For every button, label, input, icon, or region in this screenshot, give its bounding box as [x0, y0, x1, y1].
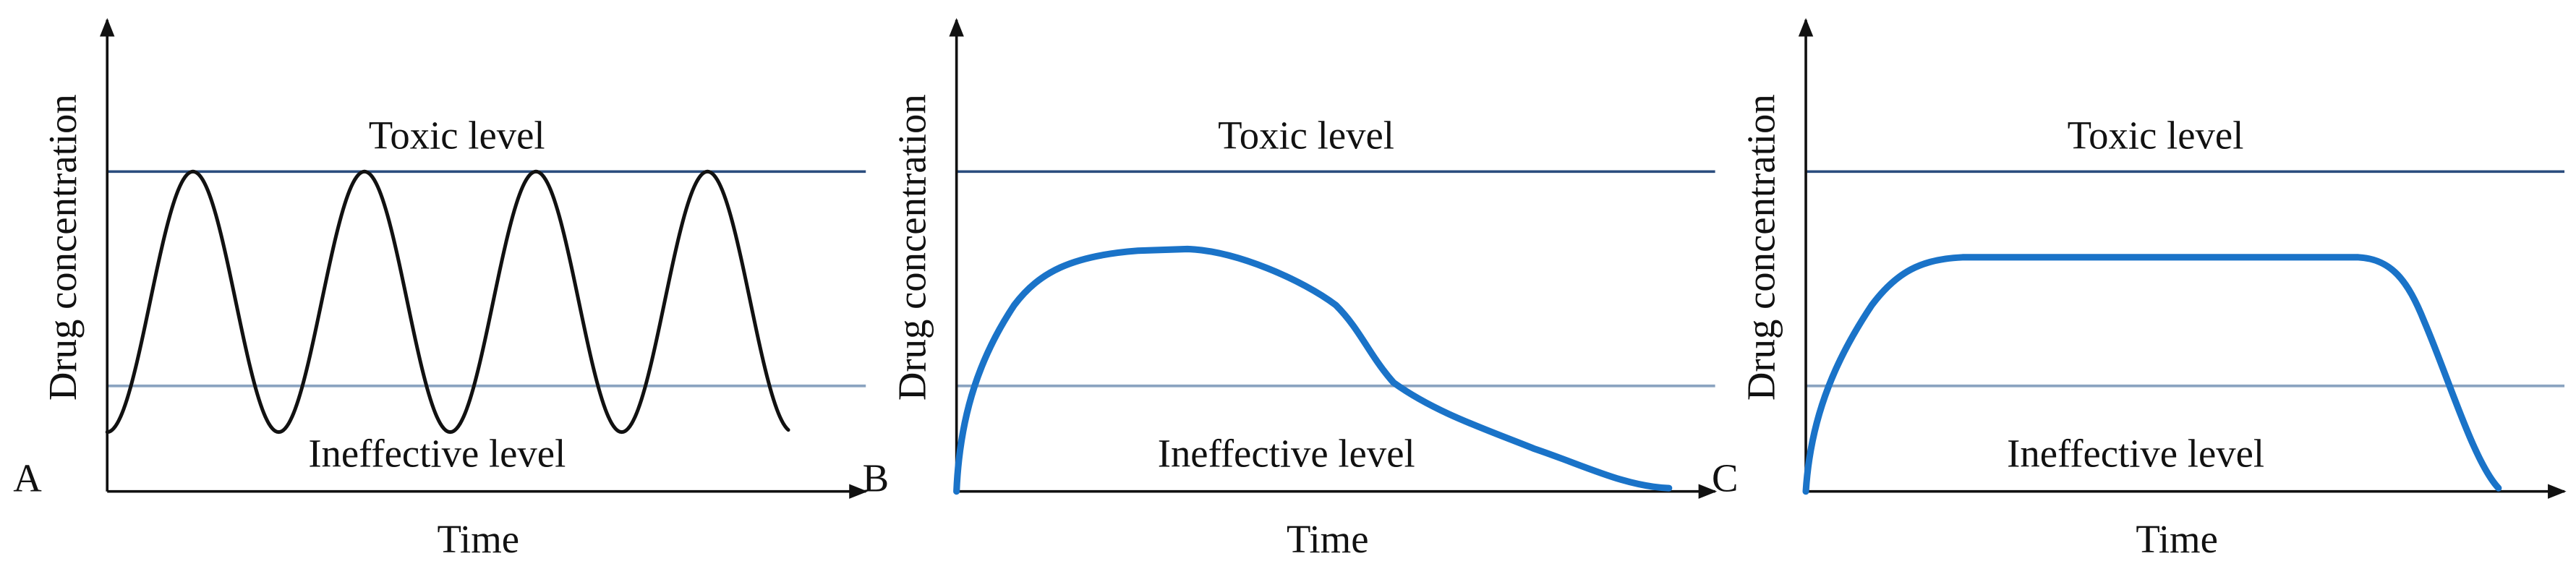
- panel-letter: A: [13, 456, 42, 500]
- curve-group: [953, 245, 1673, 495]
- x-axis-label: Time: [438, 517, 520, 561]
- toxic-label: Toxic level: [369, 113, 545, 157]
- curve-group: [1802, 254, 2502, 495]
- y-axis-label: Drug concentration: [890, 94, 934, 401]
- ineffective-label: Ineffective level: [2007, 431, 2264, 475]
- concentration-curve: [105, 169, 790, 435]
- panel-letter: B: [863, 456, 890, 500]
- panel-letter: C: [1712, 456, 1739, 500]
- ineffective-label: Ineffective level: [1158, 431, 1415, 475]
- concentration-curve: [1802, 254, 2502, 495]
- panel: Toxic level Ineffective level Time Drug con…: [1712, 17, 2567, 561]
- ineffective-label: Ineffective level: [308, 431, 566, 475]
- y-axis-label: Drug concentration: [1739, 94, 1783, 401]
- x-axis-label: Time: [2136, 517, 2218, 561]
- y-axis-label: Drug concentration: [40, 94, 85, 401]
- x-axis-label: Time: [1287, 517, 1369, 561]
- toxic-label: Toxic level: [1218, 113, 1394, 157]
- panel: Toxic level Ineffective level Time Drug con…: [13, 17, 868, 561]
- concentration-curve: [953, 245, 1673, 495]
- toxic-label: Toxic level: [2068, 113, 2244, 157]
- panel: Toxic level Ineffective level Time Drug con…: [863, 17, 1718, 561]
